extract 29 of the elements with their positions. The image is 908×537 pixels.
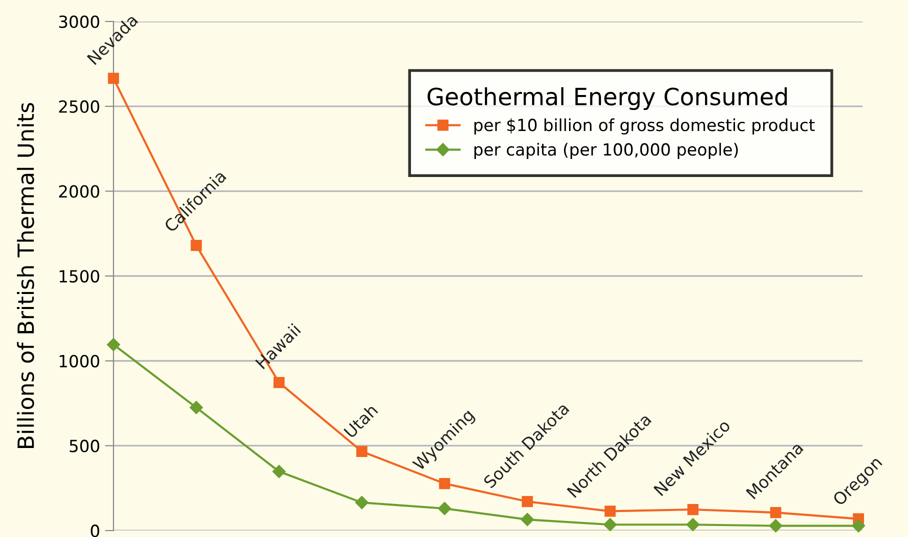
- y-tick-label: 2000: [59, 185, 100, 198]
- legend-title: Geothermal Energy Consumed: [428, 87, 787, 110]
- point: [439, 478, 450, 490]
- point: [108, 72, 120, 84]
- y-tick-label: 1500: [60, 270, 100, 283]
- y-tick-label: 0: [90, 524, 100, 537]
- point: [769, 519, 782, 532]
- y-tick-label: 500: [70, 440, 100, 452]
- point: [272, 464, 286, 478]
- point: [604, 518, 617, 532]
- legend-label: per $10 billion of gross domestic product: [474, 118, 815, 135]
- point: [190, 400, 203, 414]
- point: [770, 507, 782, 518]
- y-axis-title: Billions of British Thermal Units: [16, 102, 34, 448]
- point: [356, 446, 368, 458]
- point: [522, 496, 533, 508]
- point: [604, 506, 616, 517]
- point: [687, 504, 698, 516]
- legend-label: per capita (per 100,000 people): [474, 142, 738, 159]
- point: [273, 377, 285, 388]
- point: [852, 519, 866, 532]
- y-tick-label: 1000: [60, 354, 100, 368]
- point: [190, 240, 202, 252]
- point: [438, 502, 452, 516]
- point: [355, 496, 368, 510]
- point: [520, 512, 534, 526]
- point: [686, 518, 700, 532]
- point: [106, 338, 120, 352]
- y-tick-label: 2500: [59, 100, 100, 113]
